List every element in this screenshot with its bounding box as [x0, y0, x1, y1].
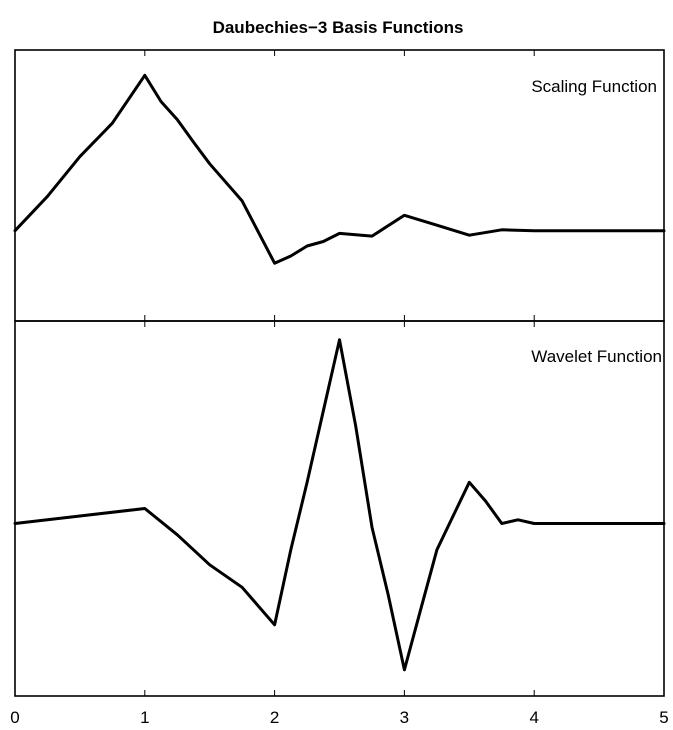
x-axis-tick-labels: 0 1 2 3 4 5: [10, 708, 668, 727]
x-tick-label-0: 0: [10, 708, 19, 727]
wavelet-panel-ticks: [14, 321, 665, 696]
x-tick-label-3: 3: [400, 708, 409, 727]
wavelet-panel-frame: [14, 320, 665, 697]
x-tick-label-1: 1: [140, 708, 149, 727]
wavelet-function-label: Wavelet Function: [531, 347, 662, 366]
scaling-panel-ticks: [14, 50, 665, 321]
x-tick-label-4: 4: [529, 708, 538, 727]
x-tick-label-5: 5: [659, 708, 668, 727]
scaling-panel: Scaling Function: [13, 49, 666, 322]
wavelet-panel: Wavelet Function: [13, 320, 666, 697]
scaling-function-label: Scaling Function: [531, 77, 657, 96]
scaling-function-line: [13, 73, 666, 265]
x-tick-label-2: 2: [270, 708, 279, 727]
wavelet-function-line: [13, 338, 666, 672]
chart-title: Daubechies−3 Basis Functions: [213, 18, 464, 37]
